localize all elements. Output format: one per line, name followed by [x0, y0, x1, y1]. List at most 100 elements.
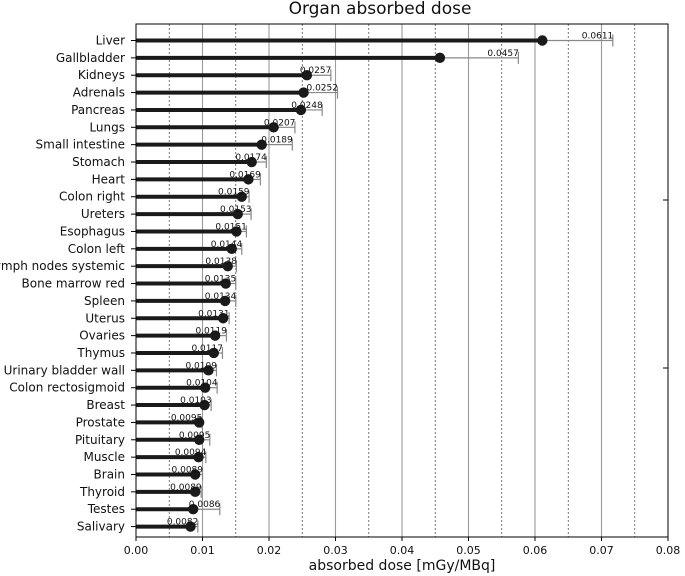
- x-tick-label: 0.02: [257, 544, 282, 557]
- y-tick-labels: Liver Gallbladder Kidneys Adrenals Pancreas L…: [0, 34, 136, 534]
- value-label: 0.0095: [171, 413, 203, 423]
- y-tick-label: Testes: [87, 502, 125, 516]
- bar-end-marker: [199, 399, 210, 411]
- value-label: 0.0109: [185, 361, 217, 371]
- value-label: 0.0257: [300, 66, 332, 76]
- y-tick-label: Colon left: [68, 242, 126, 256]
- x-tick-label: 0.08: [656, 544, 681, 557]
- bar-end-marker: [189, 469, 201, 480]
- y-tick-label: Colon right: [59, 190, 125, 204]
- value-label: 0.0207: [264, 118, 296, 128]
- y-tick-label: Prostate: [76, 415, 125, 429]
- bar-end-marker: [217, 313, 229, 324]
- x-tick-label: 0.01: [190, 544, 215, 557]
- chart-title: Organ absorbed dose: [289, 0, 472, 19]
- x-tick-label: 0.06: [523, 544, 548, 557]
- bar-end-marker: [268, 122, 279, 133]
- bar-end-marker: [243, 174, 254, 185]
- y-tick-label: Small intestine: [36, 138, 125, 152]
- bar-end-marker: [189, 486, 201, 498]
- x-tick-label: 0.07: [589, 544, 614, 557]
- x-tick-label: 0.04: [390, 544, 415, 557]
- value-label: 0.0117: [191, 344, 223, 354]
- bar-end-marker: [193, 434, 205, 445]
- bar-end-marker: [208, 347, 220, 359]
- y-tick-label: Thymus: [76, 346, 125, 360]
- y-tick-label: Breast: [86, 398, 125, 412]
- value-label: 0.0089: [170, 483, 202, 493]
- value-label: 0.0131: [198, 309, 230, 319]
- y-tick-label: Pituitary: [75, 433, 125, 447]
- bar-end-marker: [301, 70, 313, 81]
- bar-end-marker: [187, 504, 199, 515]
- y-tick-label: Esophagus: [60, 224, 125, 238]
- y-tick-label: Lymph nodes systemic: [0, 259, 125, 273]
- value-label: 0.0135: [205, 275, 237, 285]
- bars: [136, 38, 543, 529]
- x-tick-label: 0.03: [323, 544, 348, 557]
- value-label: 0.0104: [186, 379, 218, 389]
- value-label: 0.0082: [167, 518, 199, 528]
- y-tick-label: Thyroid: [79, 485, 125, 499]
- bar-end-marker: [209, 330, 221, 341]
- y-tick-label: Stomach: [72, 155, 125, 169]
- value-label: 0.0103: [180, 396, 212, 406]
- value-label: 0.0611: [582, 32, 614, 42]
- y-tick-label: Pancreas: [71, 103, 125, 117]
- value-label: 0.0086: [189, 500, 221, 510]
- value-label: 0.0094: [175, 448, 207, 458]
- bar-end-marker: [246, 156, 257, 168]
- y-tick-label: Muscle: [83, 450, 125, 464]
- bar-end-marker: [231, 226, 242, 237]
- bar-end-marker: [298, 87, 309, 98]
- bar-end-marker: [222, 260, 233, 272]
- value-labels: 0.0611 0.0457 0.0257 0.0252 0.0248 0.0207 0.01…: [167, 32, 613, 528]
- value-label: 0.0144: [211, 240, 243, 250]
- y-tick-label: Brain: [94, 468, 125, 482]
- bar-end-marker: [199, 382, 211, 393]
- bar-end-markers: [185, 35, 548, 532]
- value-label: 0.0089: [172, 466, 204, 476]
- value-label: 0.0119: [195, 327, 227, 337]
- bar-end-marker: [434, 52, 446, 64]
- value-label: 0.0169: [229, 170, 261, 180]
- y-tick-label: Liver: [96, 34, 126, 48]
- y-tick-label: Bone marrow red: [22, 277, 125, 291]
- bar-end-marker: [193, 451, 204, 463]
- value-label: 0.0095: [179, 431, 211, 441]
- bar-end-marker: [232, 208, 243, 220]
- bar-end-marker: [185, 521, 196, 532]
- y-tick-label: Kidneys: [78, 68, 125, 82]
- y-tick-label: Colon rectosigmoid: [9, 381, 125, 395]
- value-label: 0.0159: [218, 188, 250, 198]
- bar-end-marker: [193, 417, 205, 428]
- y-tick-label: Gallbladder: [56, 51, 125, 65]
- value-label: 0.0174: [235, 153, 267, 163]
- y-tick-label: Spleen: [84, 294, 125, 308]
- x-tick-label: 0.05: [456, 544, 481, 557]
- x-axis-label: absorbed dose [mGy/MBq]: [309, 558, 496, 574]
- y-tick-label: Lungs: [89, 120, 125, 134]
- y-tick-label: Salivary: [77, 520, 125, 534]
- value-label: 0.0189: [261, 136, 293, 146]
- bar-end-marker: [236, 191, 247, 202]
- grid-lines: [168, 24, 668, 537]
- value-label: 0.0134: [205, 292, 237, 302]
- bar-end-marker: [295, 104, 307, 116]
- x-tick-label: 0.00: [124, 544, 149, 557]
- value-label: 0.0153: [220, 205, 252, 215]
- value-label: 0.0151: [215, 222, 247, 232]
- bar-end-marker: [537, 35, 548, 46]
- y-tick-label: Heart: [92, 172, 126, 186]
- y-tick-label: Urinary bladder wall: [4, 363, 125, 377]
- y-tick-label: Ureters: [81, 207, 125, 221]
- bar-end-marker: [220, 278, 231, 289]
- bar-end-marker: [226, 243, 237, 255]
- value-label: 0.0138: [205, 257, 237, 267]
- x-tick-labels: 0.00 0.01 0.02 0.03 0.04 0.05 0.06 0.07 0.08: [124, 537, 681, 557]
- value-label: 0.0252: [306, 84, 338, 94]
- y-tick-label: Uterus: [85, 311, 125, 325]
- bar-end-marker: [219, 295, 231, 307]
- bar-end-marker: [203, 365, 214, 376]
